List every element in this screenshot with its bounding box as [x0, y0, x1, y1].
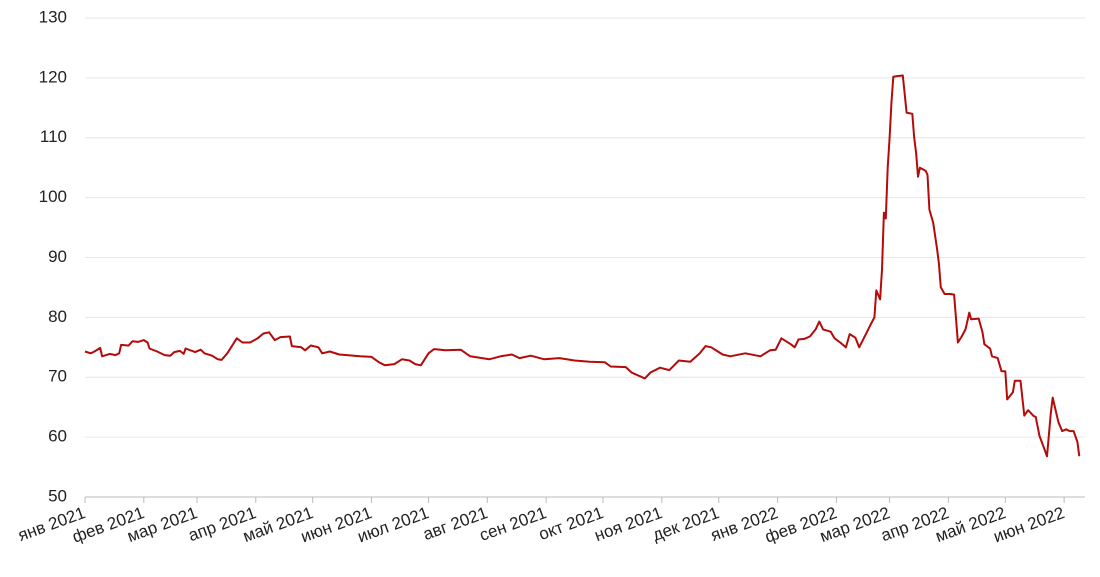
x-tick-label: дек 2021: [650, 503, 722, 545]
y-tick-label: 90: [48, 247, 67, 266]
y-tick-label: 60: [48, 427, 67, 446]
y-tick-label: 130: [39, 7, 67, 26]
y-tick-label: 120: [39, 67, 67, 86]
y-tick-label: 110: [40, 127, 67, 146]
line: [84, 74, 1081, 458]
y-tick-label: 50: [48, 486, 67, 505]
y-tick-label: 80: [48, 307, 67, 326]
y-tick-label: 100: [39, 187, 67, 206]
x-tick-label: сен 2021: [477, 503, 549, 545]
y-tick-label: 70: [48, 367, 67, 386]
